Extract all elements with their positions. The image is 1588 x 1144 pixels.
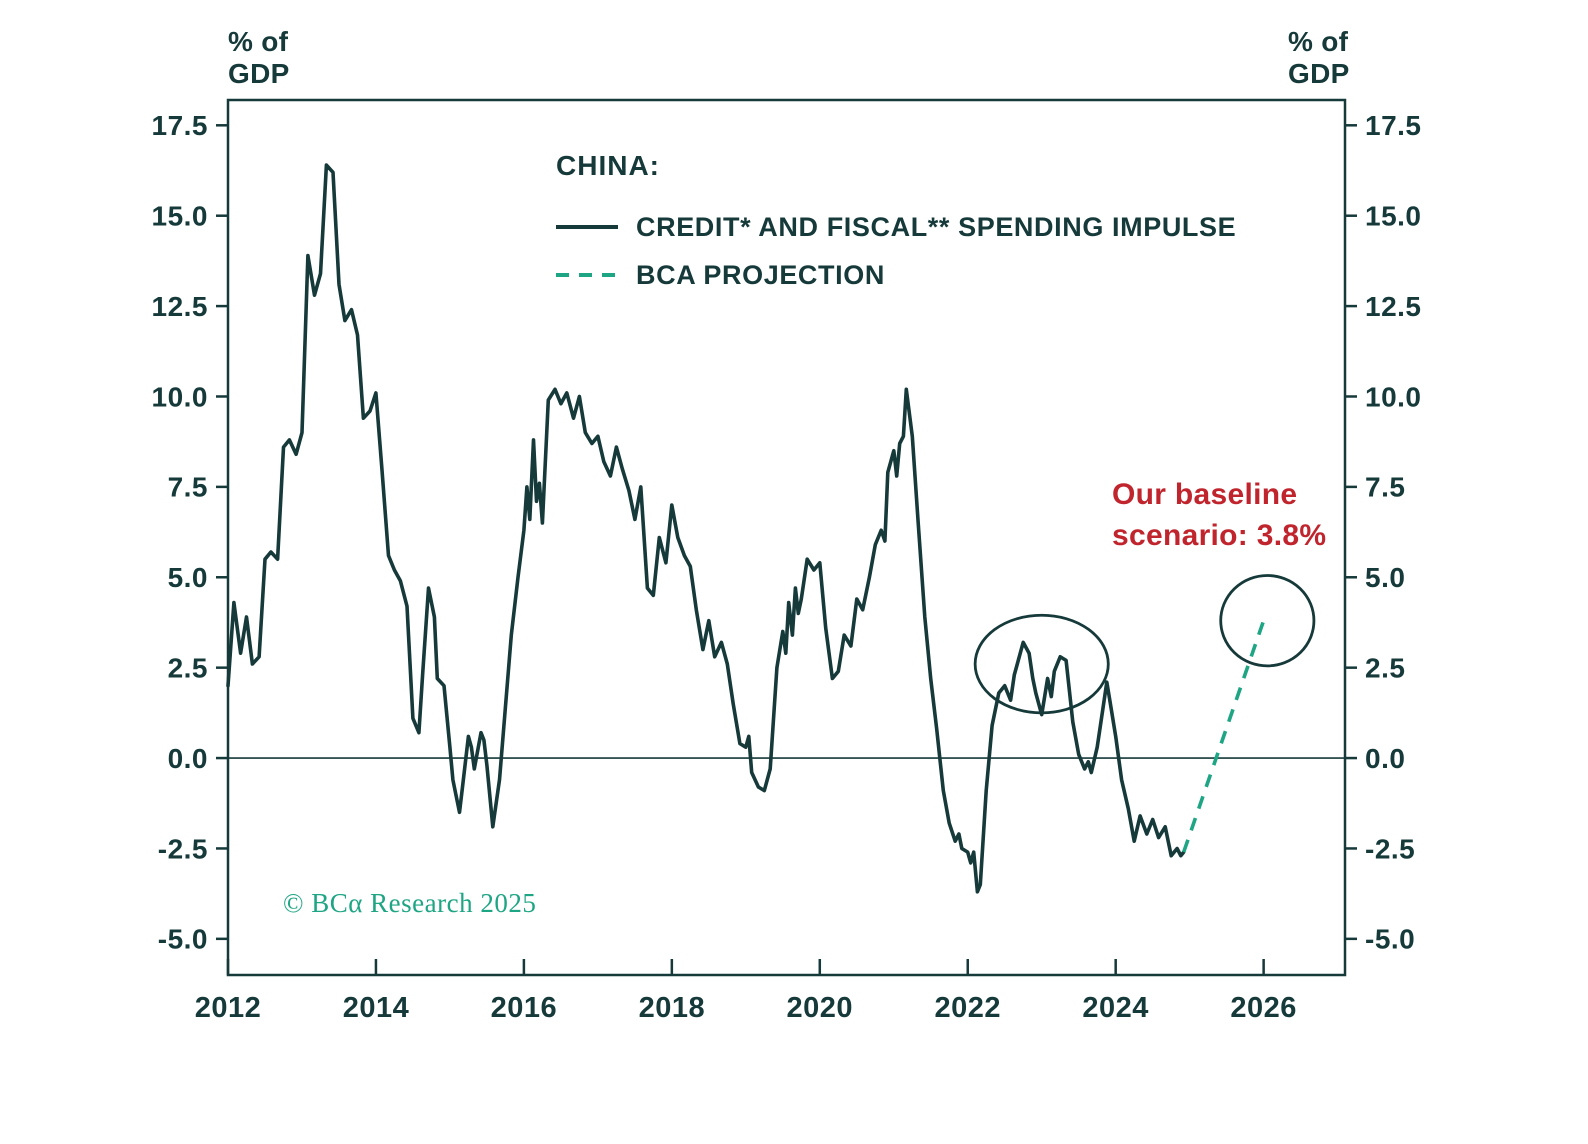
y-axis-unit-left-line1: % of (228, 26, 289, 57)
highlight-ellipse-projection (1219, 574, 1316, 668)
y-tick-label-right: 7.5 (1365, 472, 1405, 503)
y-tick-label-left: 10.0 (152, 381, 209, 412)
legend-title: CHINA: (556, 150, 660, 181)
y-axis-unit-right-line2: GDP (1288, 58, 1350, 90)
plot-frame (226, 98, 1347, 977)
x-tick-label: 2024 (1082, 992, 1149, 1024)
x-tick-label: 2020 (787, 992, 854, 1024)
x-tick-label: 2022 (934, 992, 1001, 1024)
y-axis-unit-left-line2: GDP (228, 58, 290, 90)
x-tick-label: 2012 (195, 992, 262, 1024)
projection-line (1181, 620, 1266, 853)
y-axis-unit-right: % of GDP (1288, 26, 1350, 90)
x-tick-label: 2026 (1230, 992, 1297, 1024)
y-tick-label-right: 5.0 (1365, 562, 1405, 593)
y-tick-label-left: 7.5 (168, 472, 208, 503)
y-tick-label-right: 0.0 (1365, 743, 1405, 774)
y-tick-label-right: -2.5 (1365, 833, 1415, 864)
y-tick-label-left: 15.0 (152, 201, 209, 232)
legend-item-projection: BCA PROJECTION (556, 258, 1236, 292)
baseline-annotation-line2: scenario: 3.8% (1112, 519, 1327, 553)
y-tick-label-right: -5.0 (1365, 924, 1415, 955)
legend-label-impulse: CREDIT* AND FISCAL** SPENDING IMPULSE (636, 211, 1237, 242)
y-tick-label-right: 10.0 (1365, 381, 1422, 412)
y-tick-label-left: -5.0 (158, 924, 208, 955)
legend: CHINA: CREDIT* AND FISCAL** SPENDING IMP… (556, 150, 1236, 306)
solid-line-swatch (556, 225, 618, 229)
x-tick-label: 2018 (639, 992, 706, 1024)
y-tick-label-right: 15.0 (1365, 201, 1422, 232)
y-tick-label-left: -2.5 (158, 833, 208, 864)
y-tick-label-left: 17.5 (152, 110, 209, 141)
y-tick-label-right: 12.5 (1365, 291, 1422, 322)
highlight-ellipse-recent (973, 613, 1110, 715)
legend-label-projection: BCA PROJECTION (636, 259, 885, 290)
copyright: © BCα Research 2025 (283, 888, 537, 918)
x-tick-label: 2014 (343, 992, 410, 1024)
y-tick-label-left: 2.5 (168, 652, 208, 683)
legend-item-impulse: CREDIT* AND FISCAL** SPENDING IMPULSE (556, 210, 1236, 244)
x-tick-label: 2016 (491, 992, 558, 1024)
y-tick-label-right: 17.5 (1365, 110, 1422, 141)
y-tick-label-left: 12.5 (152, 291, 209, 322)
y-axis-unit-left: % of GDP (228, 26, 290, 90)
y-tick-label-left: 5.0 (168, 562, 208, 593)
y-tick-label-right: 2.5 (1365, 652, 1405, 683)
baseline-annotation-line1: Our baseline (1112, 478, 1298, 511)
y-tick-label-left: 0.0 (168, 743, 208, 774)
dashed-line-swatch (556, 273, 618, 277)
impulse-line (226, 163, 1186, 894)
y-axis-unit-right-line1: % of (1288, 26, 1349, 57)
baseline-annotation: Our baseline scenario: 3.8% (1112, 474, 1326, 556)
